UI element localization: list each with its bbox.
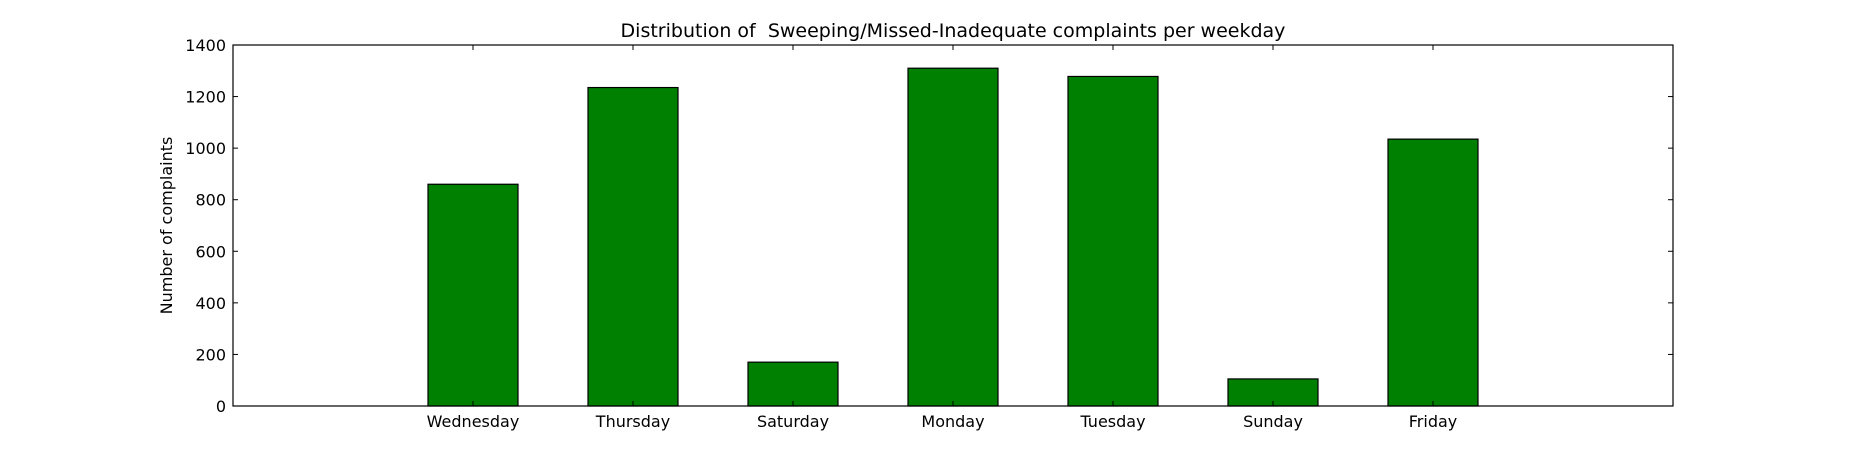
y-tick-label: 1200 [185,88,226,107]
ticks-layer: Wednesday Thursday Saturday Monday Tuesday Su… [185,36,1673,431]
y-tick-label: 800 [195,191,226,210]
bar-friday [1387,138,1479,407]
x-tick-label: Tuesday [1079,412,1145,431]
bars-layer [427,67,1479,407]
bar-tuesday [1067,75,1159,407]
chart-title: Distribution of Sweeping/Missed-Inadequa… [621,20,1286,42]
y-tick-label: 1000 [185,139,226,158]
bar-wednesday [427,183,519,407]
bar-monday [907,67,999,407]
plot-frame [232,44,1674,407]
x-tick-label: Thursday [595,412,670,431]
bar-thursday [587,86,679,407]
bar-saturday [747,361,839,407]
y-tick-label: 1400 [185,36,226,55]
x-tick-label: Friday [1409,412,1458,431]
x-tick-label: Wednesday [427,412,520,431]
y-tick-label: 600 [195,242,226,261]
y-tick-label: 400 [195,294,226,313]
y-tick-label: 200 [195,345,226,364]
x-tick-label: Monday [921,412,984,431]
x-tick-label: Saturday [757,412,829,431]
x-tick-label: Sunday [1243,412,1303,431]
y-tick-label: 0 [216,397,226,416]
y-axis-label: Number of complaints [157,137,176,315]
